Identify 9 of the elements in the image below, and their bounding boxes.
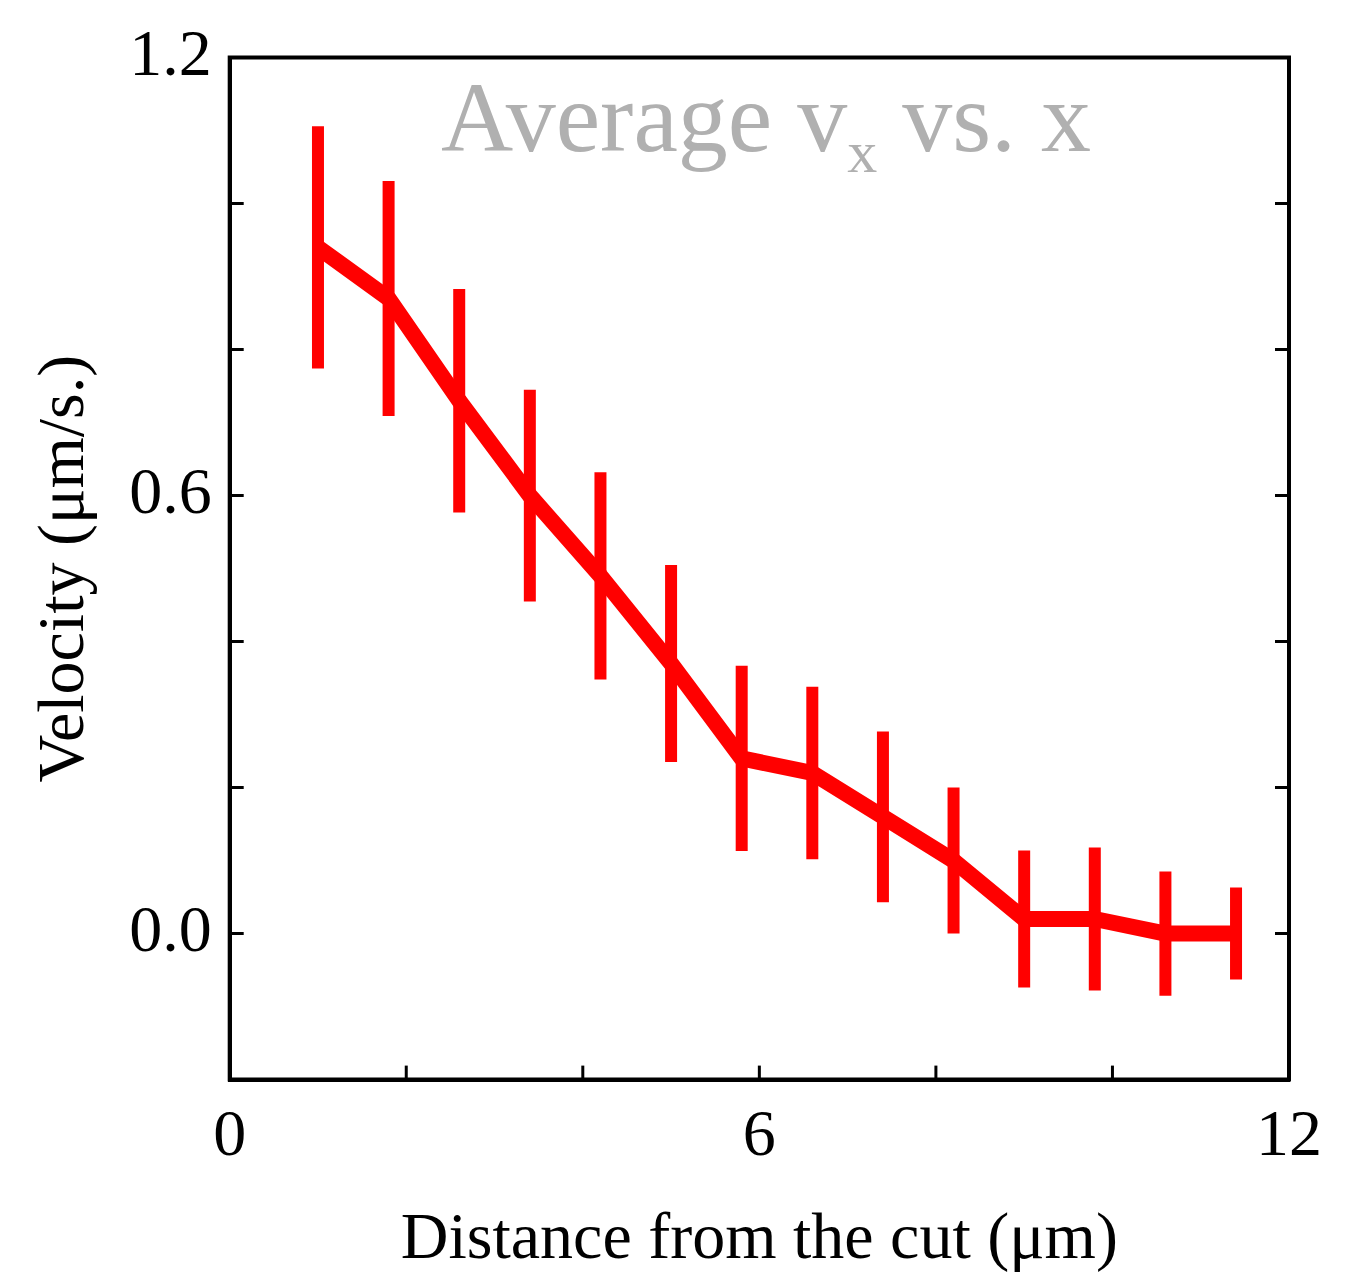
x-tick-label: 12 [1256, 1095, 1322, 1169]
y-tick-label: 0.6 [129, 453, 212, 527]
chart-title: Average v$_{x}$ vs. x [439, 61, 1093, 187]
y-tick-label: 1.2 [129, 15, 212, 89]
x-tick-label: 6 [742, 1095, 776, 1169]
y-tick-label: 0.0 [129, 891, 212, 965]
y-axis-title: Velocity (μm/s.) [23, 354, 98, 783]
x-axis-title: Distance from the cut (μm) [400, 1198, 1118, 1273]
x-tick-label: 0 [213, 1095, 247, 1169]
